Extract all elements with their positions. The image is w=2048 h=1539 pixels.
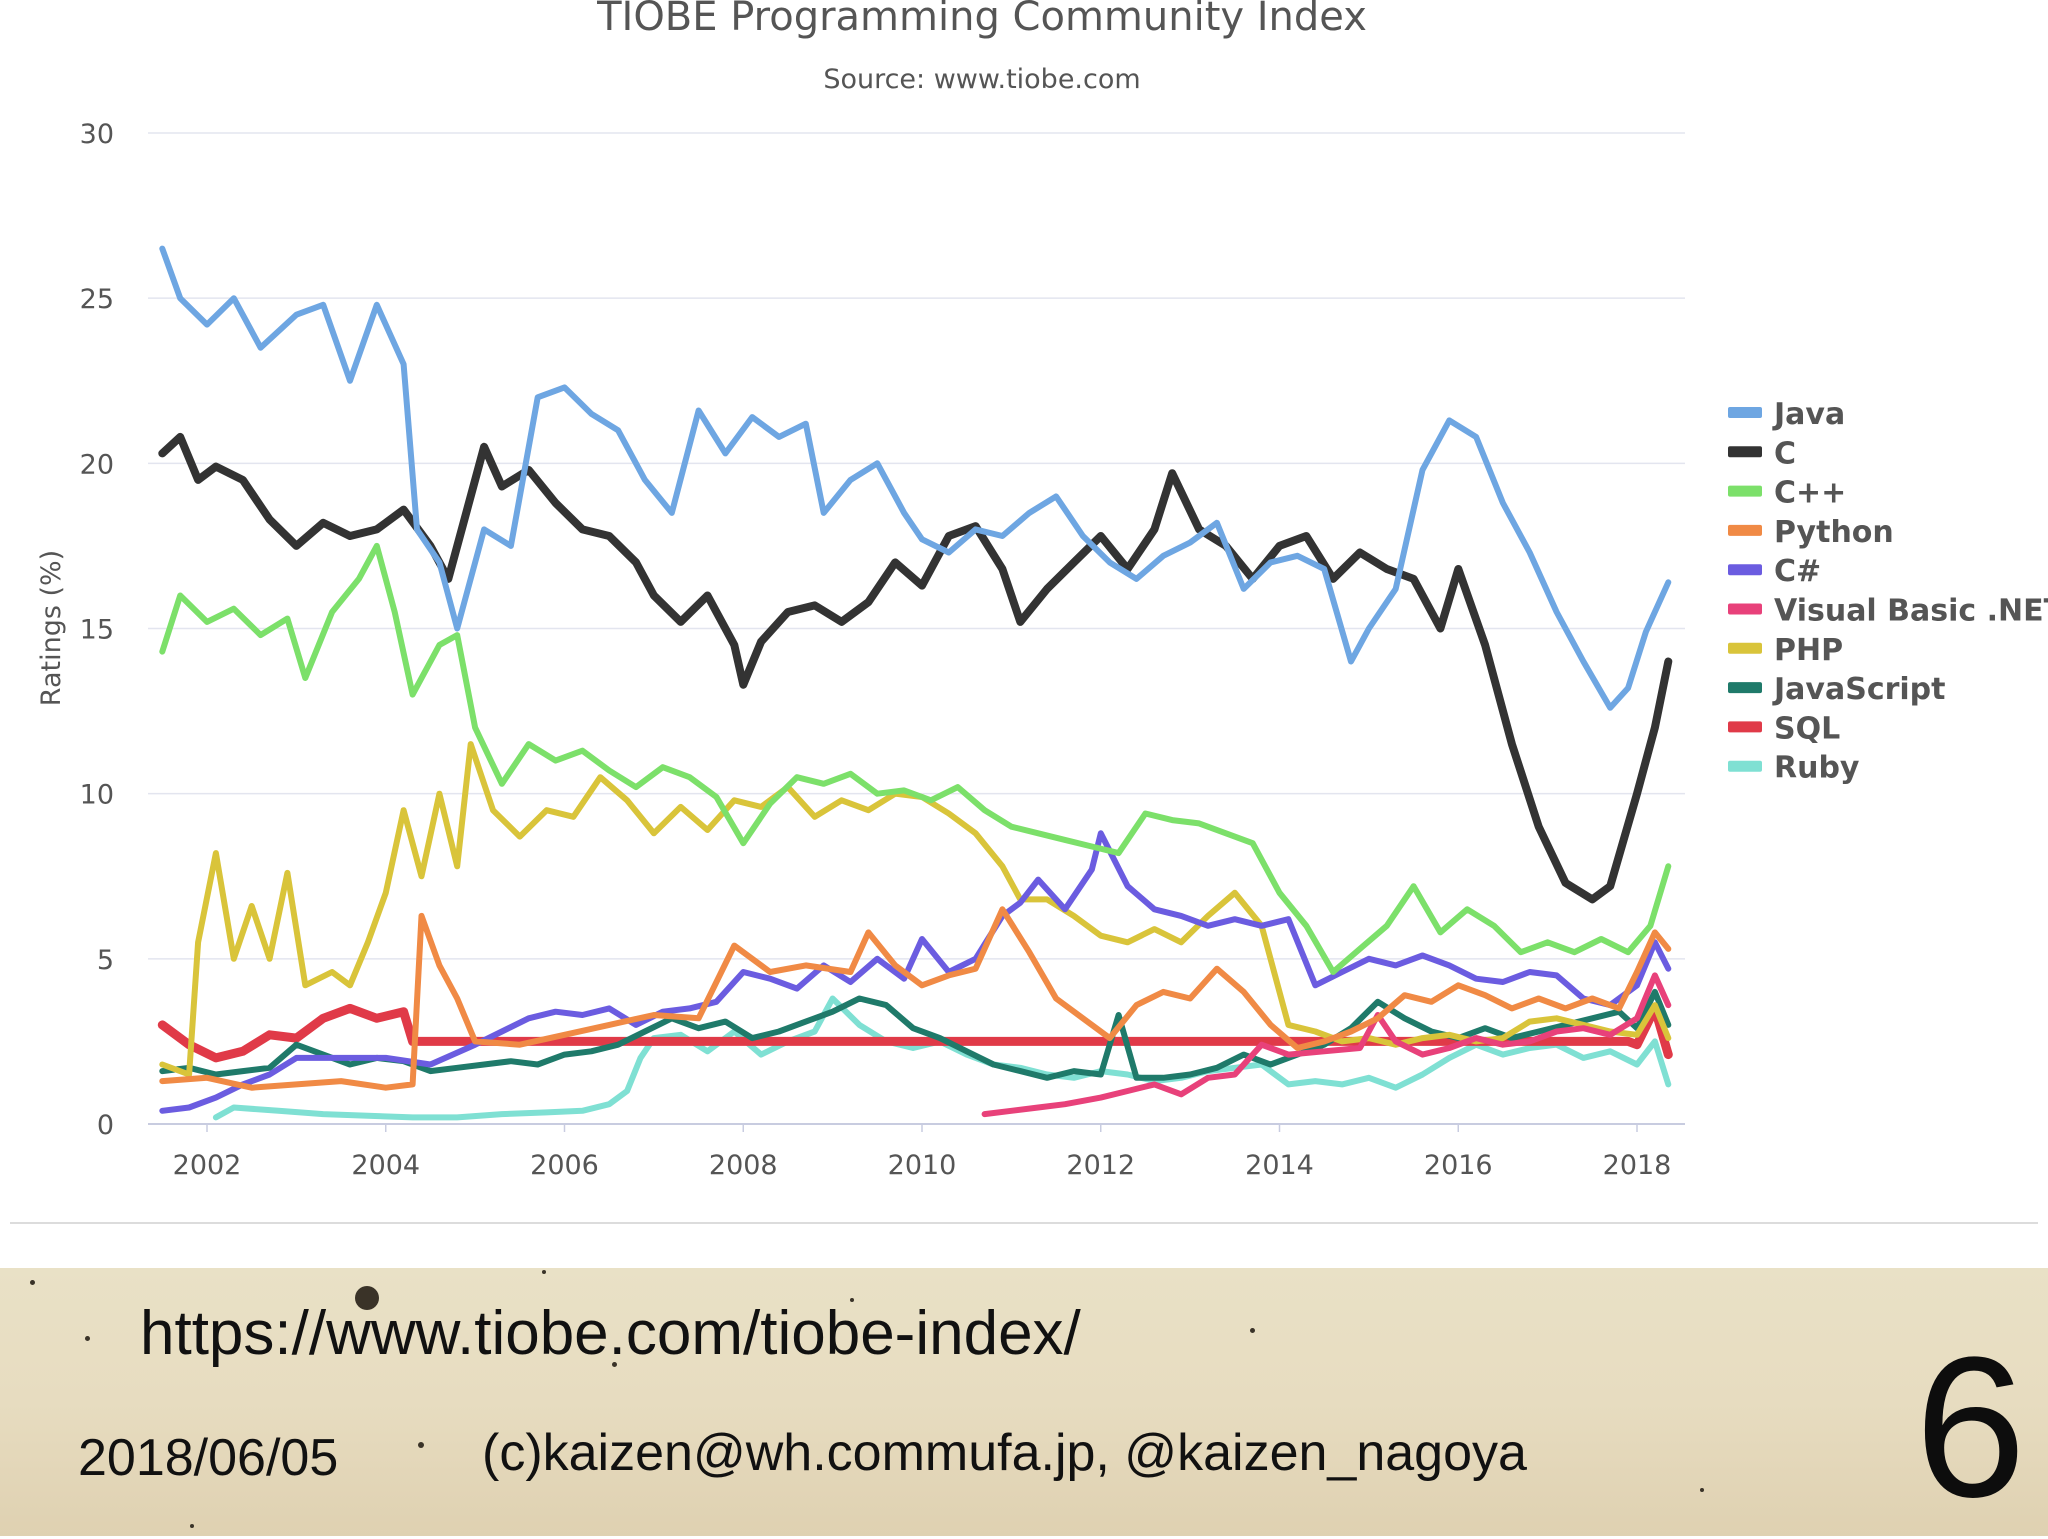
chart-title: TIOBE Programming Community Index (596, 0, 1367, 40)
series-line-c (158, 432, 1673, 904)
x-tick-label: 2008 (709, 1150, 778, 1181)
chart-area: TIOBE Programming Community Index Source… (36, 0, 2048, 1181)
series-line-ruby (212, 995, 1672, 1121)
slide-credit: (c)kaizen@wh.commufa.jp, @kaizen_nagoya (482, 1424, 1527, 1482)
y-ticks: 0 5 10 15 20 25 30 (80, 119, 114, 1141)
legend-swatch (1728, 682, 1762, 694)
texture-speck (1250, 1328, 1255, 1333)
y-tick-label: 20 (80, 449, 114, 480)
texture-speck (418, 1442, 424, 1448)
texture-speck (542, 1270, 546, 1274)
y-tick-label: 5 (97, 945, 114, 976)
y-tick-label: 0 (97, 1110, 114, 1141)
legend-label: Java (1772, 397, 1845, 432)
gridlines (148, 132, 1685, 1125)
legend-swatch (1728, 721, 1762, 733)
series-line-sql (157, 1003, 1673, 1063)
legend-swatch (1728, 603, 1762, 615)
texture-speck (1700, 1488, 1704, 1492)
texture-speck (355, 1286, 379, 1310)
texture-speck (85, 1336, 90, 1341)
x-ticks: 2002 2004 2006 2008 2010 2012 2014 2016 2018 (173, 1124, 1672, 1181)
page-number: 6 (1914, 1316, 2026, 1539)
x-tick-label: 2002 (173, 1150, 242, 1181)
x-tick-label: 2004 (351, 1150, 420, 1181)
legend-swatch (1728, 524, 1762, 536)
series-line-java (159, 245, 1672, 711)
legend: Java C C++ Python C# Visual Basic .NET PHP Java… (1728, 397, 2048, 786)
legend-label: Visual Basic .NET (1774, 594, 2048, 629)
legend-swatch (1728, 407, 1762, 418)
footer-band (0, 1268, 2048, 1536)
y-tick-label: 10 (80, 780, 114, 811)
series-line-php (159, 741, 1672, 1078)
legend-swatch (1728, 564, 1762, 576)
x-tick-label: 2006 (530, 1150, 599, 1181)
series-line-c- (159, 542, 1672, 975)
series-lines (157, 245, 1673, 1121)
legend-label: SQL (1774, 711, 1840, 746)
tiobe-chart: TIOBE Programming Community Index Source… (36, 0, 2048, 1181)
x-tick-label: 2010 (888, 1150, 957, 1181)
x-tick-label: 2016 (1424, 1150, 1493, 1181)
y-tick-label: 25 (80, 284, 114, 315)
series-line-visual-basic-net (981, 972, 1672, 1118)
legend-label: C++ (1774, 476, 1846, 511)
legend-label: C (1774, 436, 1796, 471)
x-tick-label: 2014 (1245, 1150, 1314, 1181)
texture-speck (612, 1362, 617, 1367)
texture-speck (190, 1524, 194, 1528)
series-line-python (159, 906, 1672, 1091)
x-tick-label: 2012 (1066, 1150, 1135, 1181)
divider (10, 1222, 2038, 1224)
legend-swatch (1728, 485, 1762, 497)
legend-label: PHP (1774, 633, 1843, 668)
legend-label: Python (1774, 515, 1894, 550)
texture-speck (30, 1280, 35, 1285)
y-tick-label: 15 (80, 615, 114, 646)
legend-swatch (1728, 642, 1762, 654)
chart-subtitle: Source: www.tiobe.com (823, 64, 1140, 95)
source-url[interactable]: https://www.tiobe.com/tiobe-index/ (140, 1299, 1081, 1368)
legend-swatch (1728, 760, 1762, 772)
y-tick-label: 30 (80, 119, 114, 150)
legend-label: JavaScript (1772, 672, 1946, 707)
legend-label: C# (1774, 554, 1821, 589)
legend-label: Ruby (1774, 751, 1860, 786)
x-tick-label: 2018 (1603, 1150, 1672, 1181)
slide-date: 2018/06/05 (78, 1429, 339, 1487)
legend-swatch (1728, 446, 1762, 458)
y-axis-label: Ratings (%) (36, 550, 67, 706)
texture-speck (850, 1298, 854, 1302)
